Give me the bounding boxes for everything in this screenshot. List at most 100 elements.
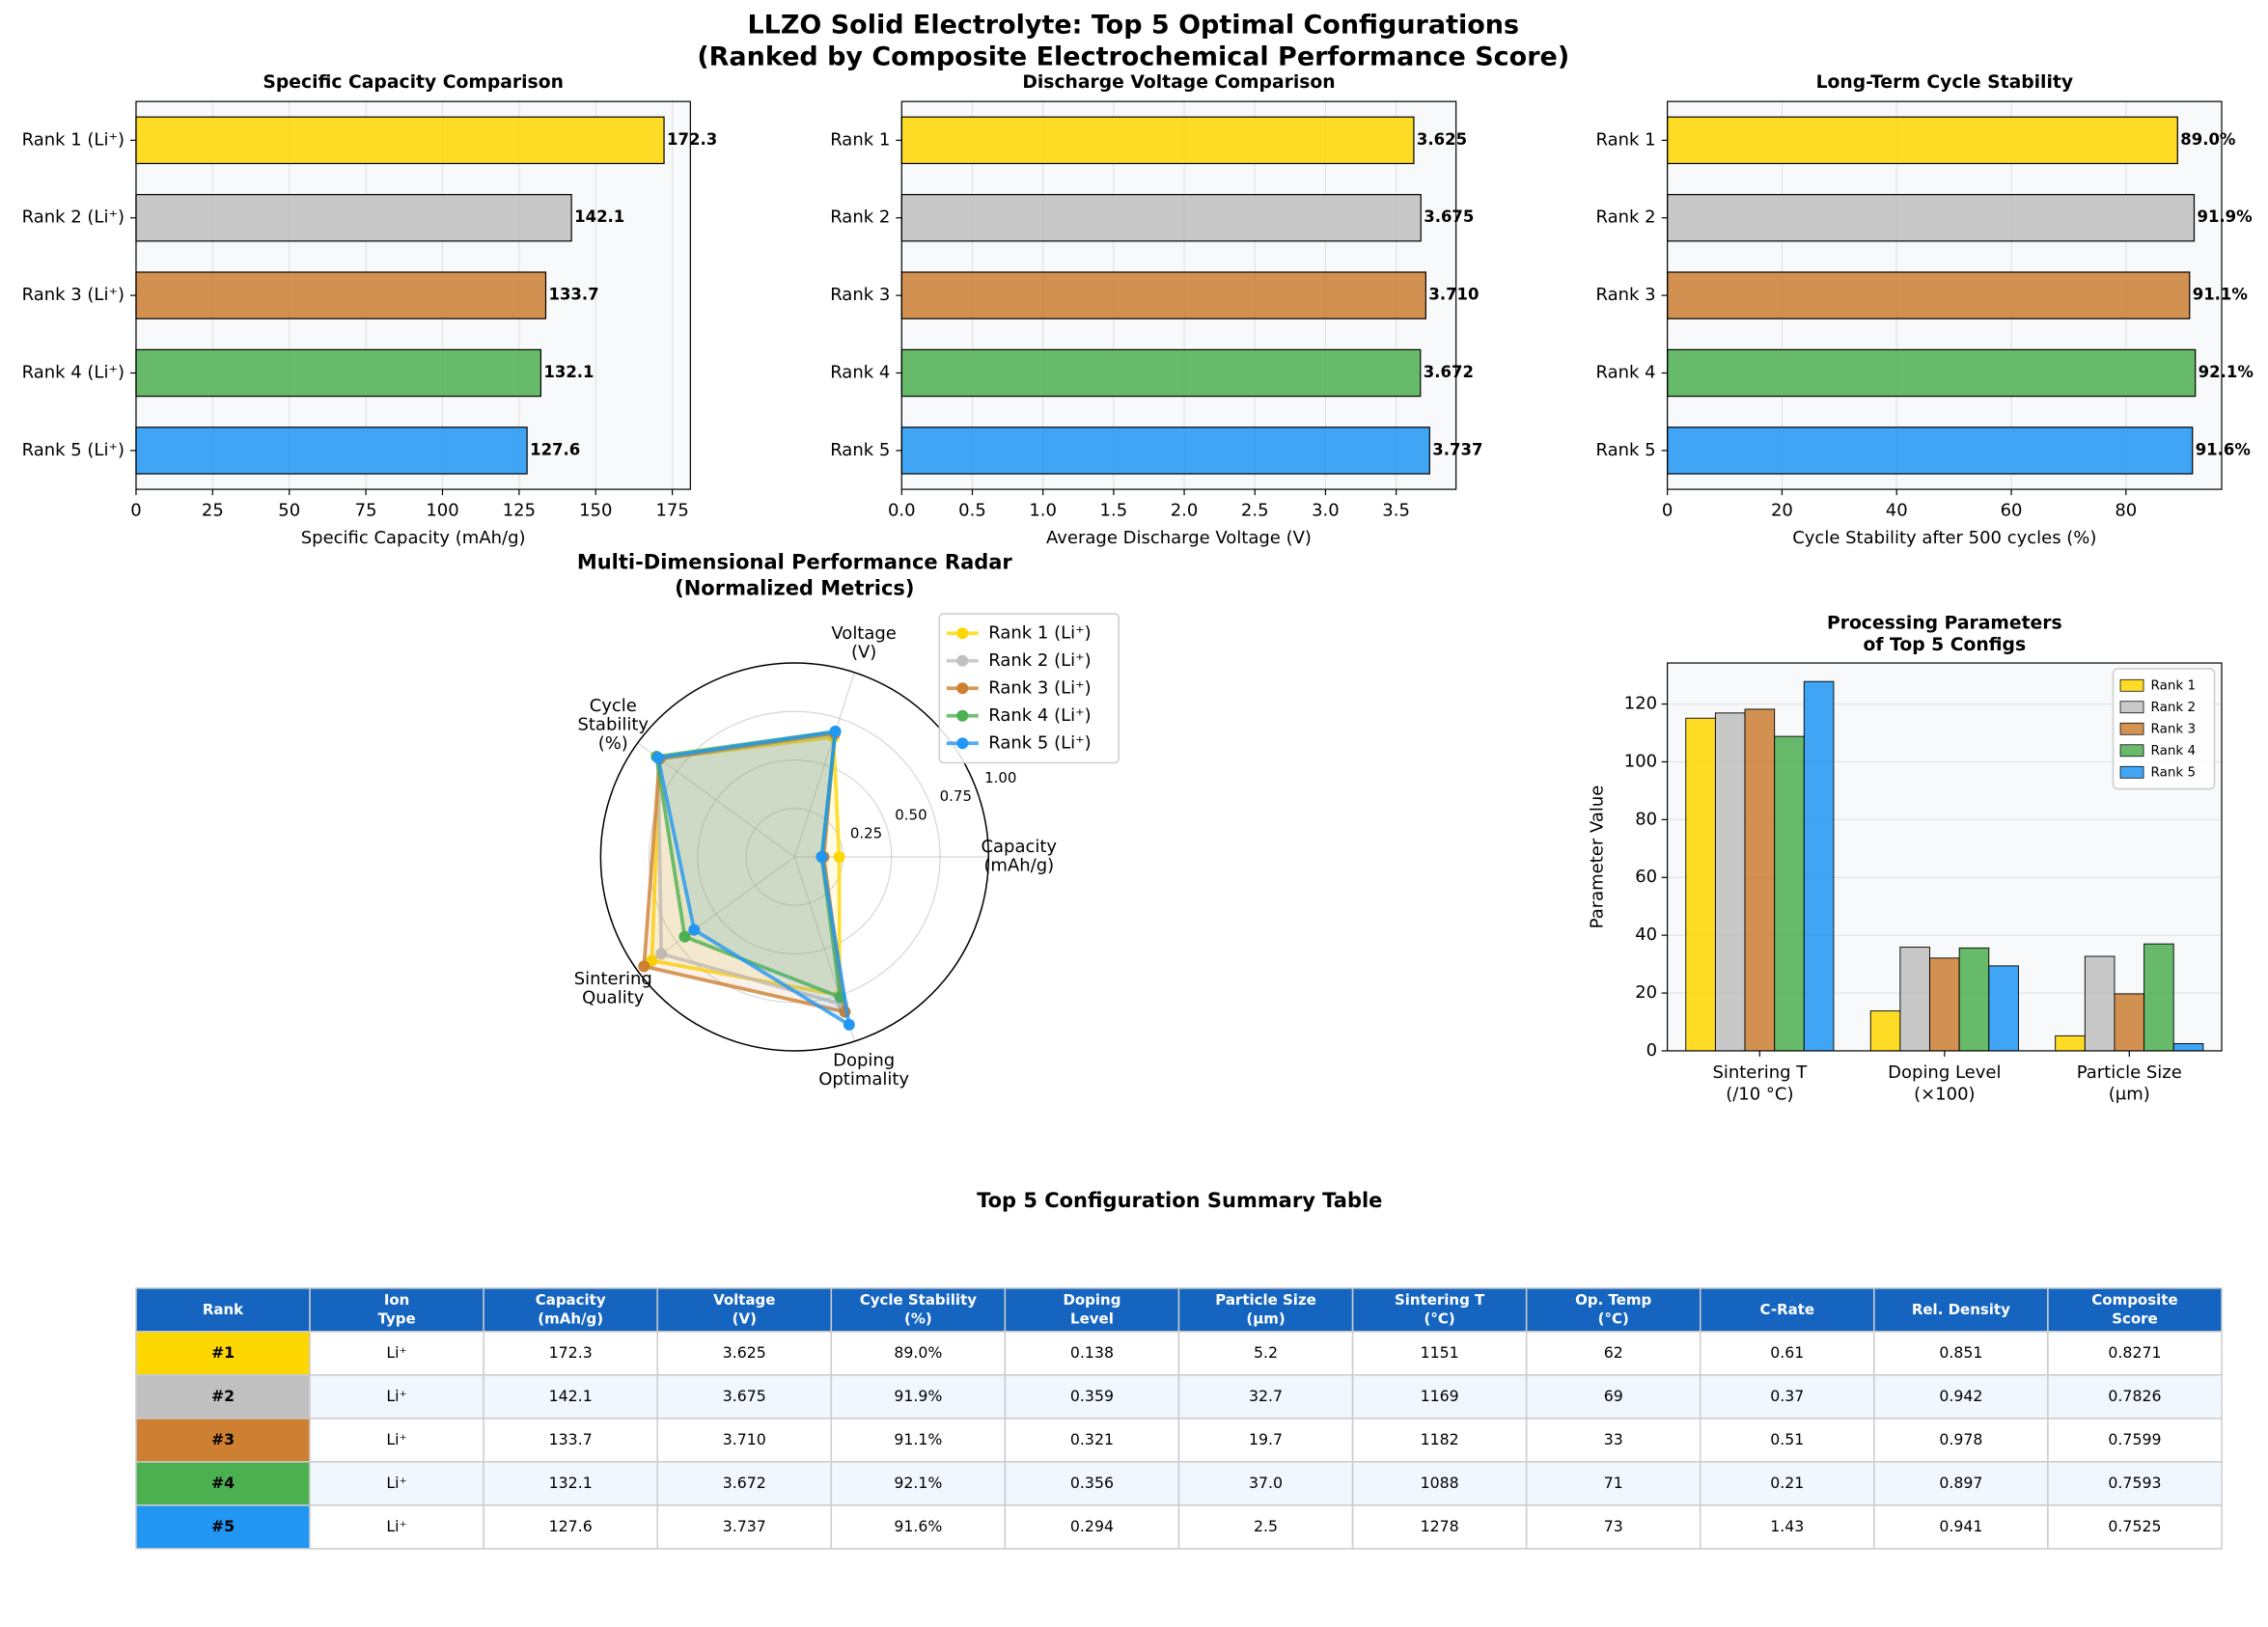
cell-text: Li⁺: [386, 1343, 406, 1362]
value-label: 133.7: [548, 286, 598, 304]
chart-title: Long-Term Cycle Stability: [1816, 72, 2074, 93]
table-cell: [2047, 1374, 2223, 1420]
table-cell: [1525, 1504, 1701, 1550]
cell-text: #1: [211, 1343, 235, 1362]
legend-swatch: [2119, 722, 2144, 735]
bar: [2055, 1034, 2086, 1052]
value-label: 3.737: [1432, 440, 1482, 458]
legend-swatch: [2119, 701, 2144, 714]
cell-text: 0.21: [1770, 1474, 1804, 1492]
bar: [2144, 943, 2174, 1052]
series-area: [657, 731, 849, 1025]
plot-frame: [135, 100, 691, 490]
y-tick-label: 20: [1635, 982, 1657, 1003]
table-cell: [309, 1331, 484, 1376]
bar: [1667, 348, 2197, 398]
cell-text: 0.138: [1070, 1343, 1114, 1362]
x-tick-label: 0.5: [958, 501, 986, 521]
legend-label: Rank 3: [2151, 721, 2197, 736]
series-marker: [638, 960, 650, 973]
table-cell: [830, 1461, 1007, 1506]
axis-label: Quality: [582, 987, 645, 1007]
series-marker: [678, 930, 691, 943]
header-text: Voltage: [713, 1291, 775, 1309]
legend-swatch: [2119, 744, 2144, 758]
bar: [2084, 955, 2116, 1052]
header-text: Rel. Density: [1912, 1301, 2010, 1318]
axis-label: Optimality: [818, 1069, 909, 1089]
table-cell: [1351, 1418, 1528, 1463]
bar: [1803, 680, 1835, 1052]
x-tick-label: 1.5: [1100, 501, 1128, 521]
cell-text: 91.9%: [894, 1387, 942, 1405]
r-tick-label: 1.00: [984, 769, 1016, 786]
chart-title: Discharge Voltage Comparison: [1022, 72, 1335, 93]
table-cell: [2047, 1331, 2223, 1376]
value-label: 127.6: [530, 440, 580, 458]
table-cell: [1525, 1374, 1701, 1420]
legend-swatch: [956, 737, 969, 750]
axis-label: (%): [598, 733, 628, 754]
cell-text: 0.294: [1070, 1517, 1114, 1535]
bar: [1929, 957, 1960, 1052]
r-tick-label: 0.50: [895, 806, 927, 823]
header-text: C-Rate: [1760, 1301, 1815, 1318]
header-cell: [483, 1287, 658, 1333]
plot-frame: [1667, 100, 2223, 490]
value-label: 3.672: [1424, 363, 1474, 381]
x-tick-label: 0.0: [888, 501, 916, 521]
axis-label: (mAh/g): [983, 856, 1054, 876]
table-cell: [135, 1418, 311, 1463]
chart-title: of Top 5 Configs: [1864, 635, 2027, 655]
header-text: (%): [904, 1310, 932, 1328]
x-axis-label: Average Discharge Voltage (V): [1046, 528, 1312, 548]
header-text: (mAh/g): [538, 1310, 603, 1328]
y-tick-label: 120: [1624, 694, 1657, 714]
table-cell: [1177, 1461, 1354, 1506]
bar: [900, 271, 1426, 319]
bar: [135, 116, 665, 165]
table-cell: [1177, 1418, 1354, 1463]
r-tick-label: 0.25: [850, 825, 882, 842]
bar: [135, 194, 572, 242]
legend-swatch: [2119, 765, 2144, 779]
header-cell: [1177, 1287, 1354, 1333]
x-tick-label: 125: [503, 501, 536, 521]
cell-text: #3: [211, 1430, 235, 1448]
x-tick-label: Particle Size: [2077, 1062, 2182, 1083]
cell-text: 2.5: [1254, 1517, 1278, 1535]
legend-label: Rank 5: [2151, 764, 2197, 780]
series-marker: [655, 948, 668, 960]
table-cell: [483, 1331, 658, 1376]
chart-title: Specific Capacity Comparison: [263, 72, 564, 93]
x-tick-label: 80: [2115, 501, 2137, 521]
cell-text: 3.737: [723, 1517, 766, 1535]
header-text: Sintering T: [1395, 1291, 1485, 1309]
table-cell: [1004, 1504, 1180, 1550]
axis-label: Sintering: [574, 969, 652, 989]
cell-text: 0.51: [1770, 1430, 1804, 1448]
x-tick-label: (×100): [1914, 1085, 1975, 1105]
cell-text: Li⁺: [386, 1387, 406, 1405]
cell-text: 142.1: [549, 1387, 593, 1405]
legend-box: [2112, 668, 2216, 790]
y-tick-label: Rank 5: [1596, 440, 1656, 460]
cell-text: 37.0: [1249, 1474, 1283, 1492]
figure-title: (Ranked by Composite Electrochemical Per…: [697, 42, 1569, 72]
table-cell: [656, 1504, 833, 1550]
cell-text: #2: [211, 1387, 235, 1405]
bar: [1667, 271, 2191, 319]
y-tick-label: Rank 2: [1596, 207, 1656, 228]
bar: [1958, 947, 1990, 1052]
y-tick-label: 0: [1646, 1040, 1657, 1061]
header-text: Op. Temp: [1575, 1291, 1651, 1309]
header-cell: [1700, 1287, 1875, 1333]
bar: [900, 348, 1422, 398]
cell-text: 0.897: [1939, 1474, 1982, 1492]
table-cell: [135, 1331, 311, 1376]
x-axis-label: Cycle Stability after 500 cycles (%): [1792, 528, 2096, 548]
table-cell: [1700, 1461, 1875, 1506]
axis-label: Doping: [833, 1050, 895, 1070]
cell-text: 92.1%: [894, 1474, 942, 1492]
header-text: Type: [378, 1310, 416, 1328]
